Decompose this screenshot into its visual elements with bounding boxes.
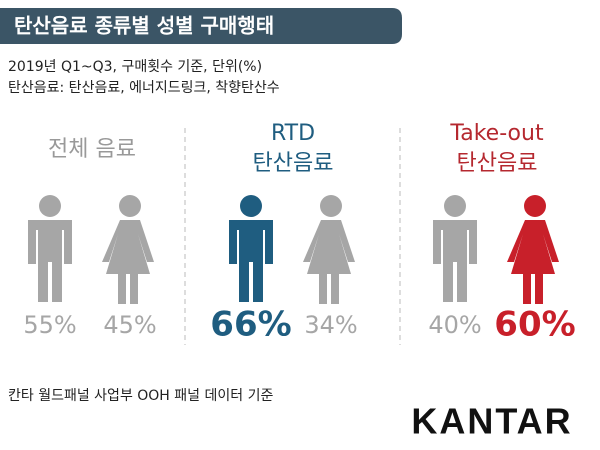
icon-body <box>28 220 72 302</box>
value-label: 34% <box>304 311 357 339</box>
panel-title: Take-out <box>449 121 544 146</box>
value-label: 40% <box>428 311 481 339</box>
title-bar <box>0 8 402 44</box>
icon-head <box>444 195 466 217</box>
icon-head <box>240 195 262 217</box>
icon-body <box>507 220 559 304</box>
footer: 칸타 월드패널 사업부 OOH 패널 데이터 기준 <box>8 388 273 404</box>
value-label: 55% <box>23 311 76 339</box>
logo: KANTAR <box>411 401 572 442</box>
subtitle: 2019년 Q1~Q3, 구매횟수 기준, 단위(%) <box>8 59 262 75</box>
icon-body <box>102 220 154 304</box>
subtitle: 탄산음료: 탄산음료, 에너지드링크, 착향탄산수 <box>8 80 280 96</box>
title: 탄산음료 종류별 성별 구매행태 <box>14 14 274 38</box>
icon-body <box>433 220 477 302</box>
male-icon <box>433 195 477 302</box>
female-icon <box>102 195 154 304</box>
value-label: 60% <box>494 305 575 345</box>
panel-title: 탄산음료 <box>253 151 334 176</box>
female-icon <box>303 195 355 304</box>
icon-head <box>320 195 342 217</box>
panel-title: 탄산음료 <box>457 151 538 176</box>
panel-title: 전체 음료 <box>48 137 136 162</box>
icon-head <box>119 195 141 217</box>
icon-head <box>39 195 61 217</box>
female-icon <box>507 195 559 304</box>
male-icon <box>229 195 273 302</box>
icon-body <box>303 220 355 304</box>
male-icon <box>28 195 72 302</box>
value-label: 66% <box>210 305 291 345</box>
panel-title: RTD <box>271 121 315 146</box>
value-label: 45% <box>103 311 156 339</box>
icon-body <box>229 220 273 302</box>
icon-head <box>524 195 546 217</box>
